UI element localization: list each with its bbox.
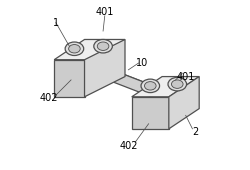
Polygon shape [95, 63, 169, 104]
Text: 402: 402 [119, 141, 138, 151]
Text: 2: 2 [193, 127, 199, 137]
Text: 402: 402 [40, 94, 58, 104]
Ellipse shape [94, 39, 112, 53]
Polygon shape [54, 39, 125, 60]
Polygon shape [84, 63, 95, 80]
Polygon shape [169, 76, 199, 129]
Ellipse shape [168, 77, 186, 91]
Ellipse shape [97, 42, 109, 50]
Polygon shape [54, 60, 84, 97]
Polygon shape [132, 97, 169, 129]
Ellipse shape [141, 79, 160, 93]
Polygon shape [84, 63, 169, 97]
Ellipse shape [172, 80, 183, 88]
Polygon shape [84, 39, 125, 97]
Text: 401: 401 [96, 7, 114, 18]
Polygon shape [132, 76, 199, 97]
Text: 10: 10 [136, 58, 148, 68]
Ellipse shape [65, 42, 84, 55]
Ellipse shape [68, 45, 80, 53]
Text: 1: 1 [53, 18, 59, 28]
Text: 401: 401 [176, 72, 195, 82]
Ellipse shape [144, 82, 156, 90]
